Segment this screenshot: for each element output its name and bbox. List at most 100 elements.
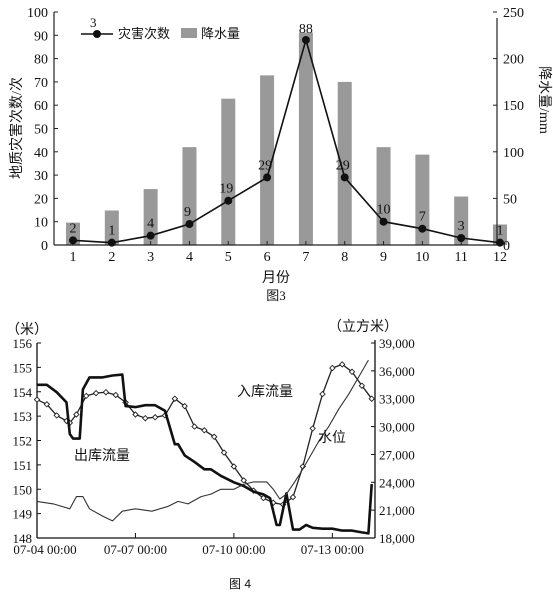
figure-4-chart: 148 149 150 151 152 153 154 155 156 18,000 21,000…	[6, 319, 415, 591]
inflow-marker	[181, 402, 188, 410]
inflow-marker	[92, 389, 100, 397]
water-level-line	[36, 359, 369, 522]
inflow-marker	[220, 449, 228, 456]
x-tick-label: 11	[454, 250, 467, 265]
left-tick-label: 70	[34, 76, 48, 91]
figure-4-caption: 图 4	[229, 577, 251, 591]
water-level-annotation: 水位	[318, 430, 346, 446]
right-tick-label: 39,000	[379, 336, 415, 351]
precip-bar-5	[221, 98, 236, 246]
right-y-axis-unit: （立方米）	[328, 319, 398, 335]
precipitation-bars	[66, 32, 507, 246]
disaster-point-6	[263, 173, 272, 182]
precip-bar-10	[415, 154, 430, 245]
data-label-4: 9	[184, 205, 191, 220]
right-tick-label: 250	[503, 6, 524, 21]
outflow-line	[37, 373, 373, 535]
inflow-marker	[53, 412, 60, 419]
x-axis-label: 月份	[262, 270, 290, 286]
disaster-count-data-labels: 2 1 4 9 19 29 88 29 10 7 3 1	[70, 22, 504, 239]
inflow-marker	[230, 463, 238, 470]
disaster-count-polyline	[72, 37, 501, 244]
precip-bar-3	[143, 189, 158, 245]
disaster-point-9	[379, 217, 388, 226]
data-label-10: 7	[419, 210, 426, 225]
x-tick-label: 5	[225, 250, 232, 265]
left-tick-label: 30	[34, 169, 48, 184]
legend-bar-swatch	[181, 28, 197, 38]
right-y-axis-label: 降水量/mm	[536, 66, 552, 134]
legend: 3 灾害次数 降水量	[81, 15, 240, 41]
x-tick-label: 9	[380, 250, 387, 265]
x-tick-label: 3	[147, 250, 154, 265]
inflow-marker	[171, 395, 179, 402]
right-tick-label: 33,000	[379, 392, 415, 407]
left-tick-label: 148	[13, 531, 33, 546]
inflow-marker	[368, 395, 375, 402]
right-tick-label: 24,000	[379, 475, 415, 490]
x-tick-label: 12	[493, 250, 507, 265]
left-tick-label: 155	[13, 360, 33, 375]
right-tick-label: 21,000	[379, 503, 415, 518]
left-y-ticks: 0 10 20 30 40 50 60 70 80 90 100	[27, 6, 58, 254]
x-tick-label: 1	[70, 250, 77, 265]
left-y-ticks: 148 149 150 151 152 153 154 155 156	[13, 336, 41, 546]
x-tick-label: 4	[186, 250, 193, 265]
x-ticks: 1 2 3 4 5 6 7 8 9 10 11 12	[70, 241, 507, 265]
inflow-marker	[73, 411, 80, 418]
inflow-marker	[112, 391, 119, 399]
left-tick-label: 153	[13, 409, 33, 424]
data-label-9: 10	[377, 203, 391, 218]
left-tick-label: 50	[34, 123, 48, 138]
x-tick-label: 07-07 00:00	[104, 542, 167, 557]
inflow-annotation: 入库流量	[237, 384, 293, 400]
right-tick-label: 0	[503, 239, 510, 254]
disaster-point-11	[457, 234, 466, 243]
left-tick-label: 10	[34, 216, 48, 231]
left-tick-label: 156	[13, 336, 33, 351]
left-y-axis-label: 地质灾害次数/次	[8, 77, 25, 179]
inflow-marker	[358, 382, 366, 389]
left-y-axis-unit: （米）	[6, 322, 48, 338]
left-tick-label: 90	[34, 29, 48, 44]
precip-bar-7	[298, 32, 313, 246]
data-label-11: 3	[458, 219, 465, 234]
data-label-6: 29	[258, 158, 272, 173]
legend-line-marker	[93, 30, 101, 38]
right-tick-label: 27,000	[379, 447, 415, 462]
inflow-marker	[289, 493, 297, 501]
x-tick-label: 07-04 00:00	[13, 542, 76, 557]
inflow-marker	[348, 368, 356, 376]
x-tick-label: 07-10 00:00	[202, 542, 265, 557]
right-tick-label: 100	[503, 146, 524, 161]
inflow-marker	[142, 414, 149, 422]
data-label-5: 19	[219, 182, 233, 197]
left-tick-label: 151	[13, 458, 33, 473]
inflow-marker	[151, 414, 159, 421]
right-y-ticks: 18,000 21,000 24,000 27,000 30,000 33,000 36,0…	[371, 336, 415, 546]
right-tick-label: 18,000	[379, 531, 415, 546]
inflow-marker	[240, 477, 247, 484]
x-tick-label: 7	[302, 250, 309, 265]
data-label-8: 29	[336, 158, 350, 173]
disaster-point-4	[185, 220, 194, 229]
disaster-count-line	[69, 35, 504, 247]
disaster-point-10	[418, 224, 427, 233]
x-tick-label: 10	[415, 250, 429, 265]
left-tick-label: 150	[13, 482, 33, 497]
disaster-point-7	[301, 35, 310, 44]
inflow-marker	[102, 388, 110, 396]
disaster-point-1	[69, 236, 77, 245]
data-label-2: 1	[108, 224, 115, 239]
right-tick-label: 36,000	[379, 364, 415, 379]
disaster-point-2	[107, 238, 116, 247]
right-y-ticks: 0 50 100 150 200 250	[493, 6, 524, 254]
outflow-annotation: 出库流量	[74, 448, 130, 464]
legend-marker-label: 3	[90, 15, 97, 30]
left-tick-label: 40	[34, 146, 48, 161]
inflow-marker	[191, 423, 198, 430]
x-tick-label: 6	[264, 250, 271, 265]
legend-bar-label: 降水量	[201, 26, 240, 41]
inflow-marker	[319, 390, 326, 398]
